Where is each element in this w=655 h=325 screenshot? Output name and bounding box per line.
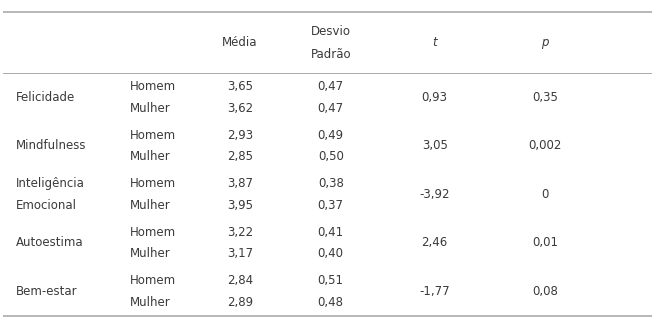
Text: 0,35: 0,35	[532, 91, 558, 104]
Text: Homem: Homem	[130, 129, 176, 142]
Text: -1,77: -1,77	[419, 285, 450, 298]
Text: Bem-estar: Bem-estar	[16, 285, 77, 298]
Text: Mulher: Mulher	[130, 247, 170, 260]
Text: 2,93: 2,93	[227, 129, 253, 142]
Text: 3,22: 3,22	[227, 226, 253, 239]
Text: 0,47: 0,47	[318, 80, 344, 93]
Text: t: t	[432, 36, 437, 49]
Text: 3,65: 3,65	[227, 80, 253, 93]
Text: Homem: Homem	[130, 226, 176, 239]
Text: 0,51: 0,51	[318, 274, 344, 287]
Text: 3,17: 3,17	[227, 247, 253, 260]
Text: 2,89: 2,89	[227, 296, 253, 309]
Text: 0: 0	[542, 188, 549, 201]
Text: 0,08: 0,08	[532, 285, 558, 298]
Text: Inteligência: Inteligência	[16, 177, 84, 190]
Text: 2,85: 2,85	[227, 150, 253, 163]
Text: Desvio: Desvio	[310, 25, 350, 38]
Text: 3,62: 3,62	[227, 101, 253, 114]
Text: -3,92: -3,92	[419, 188, 450, 201]
Text: Mindfulness: Mindfulness	[16, 139, 86, 152]
Text: 3,95: 3,95	[227, 199, 253, 212]
Text: Média: Média	[222, 36, 257, 49]
Text: 3,05: 3,05	[422, 139, 447, 152]
Text: 0,38: 0,38	[318, 177, 344, 190]
Text: 0,41: 0,41	[318, 226, 344, 239]
Text: 0,49: 0,49	[318, 129, 344, 142]
Text: Autoestima: Autoestima	[16, 237, 83, 250]
Text: 0,40: 0,40	[318, 247, 344, 260]
Text: Homem: Homem	[130, 177, 176, 190]
Text: 2,46: 2,46	[422, 237, 448, 250]
Text: Homem: Homem	[130, 274, 176, 287]
Text: Mulher: Mulher	[130, 296, 170, 309]
Text: 0,01: 0,01	[532, 237, 558, 250]
Text: Padrão: Padrão	[310, 48, 351, 61]
Text: 2,84: 2,84	[227, 274, 253, 287]
Text: 0,37: 0,37	[318, 199, 344, 212]
Text: 0,47: 0,47	[318, 101, 344, 114]
Text: 0,93: 0,93	[422, 91, 447, 104]
Text: Mulher: Mulher	[130, 150, 170, 163]
Text: Mulher: Mulher	[130, 199, 170, 212]
Text: 0,50: 0,50	[318, 150, 344, 163]
Text: 3,87: 3,87	[227, 177, 253, 190]
Text: Mulher: Mulher	[130, 101, 170, 114]
Text: Felicidade: Felicidade	[16, 91, 75, 104]
Text: Homem: Homem	[130, 80, 176, 93]
Text: Emocional: Emocional	[16, 199, 77, 212]
Text: 0,48: 0,48	[318, 296, 344, 309]
Text: 0,002: 0,002	[529, 139, 562, 152]
Text: p: p	[541, 36, 549, 49]
